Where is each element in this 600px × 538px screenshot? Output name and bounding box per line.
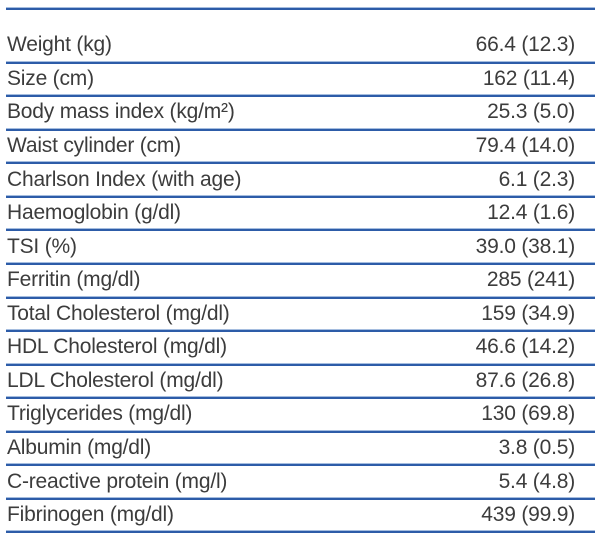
row-value: 12.4 (1.6) xyxy=(487,201,575,225)
row-value: 79.4 (14.0) xyxy=(475,133,576,157)
table-row-content: Weight (kg) 66.4 (12.3) xyxy=(6,30,595,61)
row-value: 130 (69.8) xyxy=(481,402,575,426)
table-row: TSI (%) 39.0 (38.1) xyxy=(6,231,595,265)
row-separator-rule xyxy=(6,463,595,467)
row-value: 6.1 (2.3) xyxy=(498,167,576,191)
row-value: 439 (99.9) xyxy=(481,503,575,527)
row-separator-rule xyxy=(6,429,595,433)
table-row-content: Total Cholesterol (mg/dl) 159 (34.9) xyxy=(6,299,595,330)
table-row: Haemoglobin (g/dl) 12.4 (1.6) xyxy=(6,198,595,232)
table-row-content: Ferritin (mg/dl) 285 (241) xyxy=(6,265,595,296)
row-label: Waist cylinder (cm) xyxy=(7,133,181,157)
row-separator-rule xyxy=(6,362,595,366)
row-value: 3.8 (0.5) xyxy=(498,436,576,460)
row-separator-rule xyxy=(6,127,595,131)
row-value: 46.6 (14.2) xyxy=(475,335,576,359)
table-row: HDL Cholesterol (mg/dl) 46.6 (14.2) xyxy=(6,332,595,366)
row-separator-rule xyxy=(6,228,595,232)
table-row: Albumin (mg/dl) 3.8 (0.5) xyxy=(6,433,595,467)
row-value: 66.4 (12.3) xyxy=(475,33,576,57)
row-separator-rule xyxy=(6,60,595,64)
table-row-content: LDL Cholesterol (mg/dl) 87.6 (26.8) xyxy=(6,366,595,397)
row-label: Haemoglobin (g/dl) xyxy=(7,201,181,225)
row-value: 39.0 (38.1) xyxy=(475,234,576,258)
table-row-content: Body mass index (kg/m²) 25.3 (5.0) xyxy=(6,97,595,128)
row-separator-rule xyxy=(6,530,595,534)
row-value: 159 (34.9) xyxy=(481,301,575,325)
table-row-content: TSI (%) 39.0 (38.1) xyxy=(6,231,595,262)
table-row: Triglycerides (mg/dl) 130 (69.8) xyxy=(6,399,595,433)
table-row-content: Haemoglobin (g/dl) 12.4 (1.6) xyxy=(6,198,595,229)
table-row: Ferritin (mg/dl) 285 (241) xyxy=(6,265,595,299)
row-value: 285 (241) xyxy=(486,268,575,292)
row-separator-rule xyxy=(6,94,595,98)
table-row: Charlson Index (with age) 6.1 (2.3) xyxy=(6,164,595,198)
table-row-content: C-reactive protein (mg/l) 5.4 (4.8) xyxy=(6,466,595,497)
table-row: Total Cholesterol (mg/dl) 159 (34.9) xyxy=(6,299,595,333)
row-value: 162 (11.4) xyxy=(482,66,575,90)
row-label: Size (cm) xyxy=(7,66,94,90)
table-row: LDL Cholesterol (mg/dl) 87.6 (26.8) xyxy=(6,366,595,400)
row-label: Ferritin (mg/dl) xyxy=(7,268,141,292)
row-label: Body mass index (kg/m²) xyxy=(7,100,235,124)
row-separator-rule xyxy=(6,396,595,400)
row-value: 87.6 (26.8) xyxy=(475,368,576,392)
row-label: Triglycerides (mg/dl) xyxy=(7,402,193,426)
row-label: Total Cholesterol (mg/dl) xyxy=(7,301,230,325)
table-top-rule xyxy=(6,7,595,10)
table-header-gap xyxy=(6,10,595,30)
table-row: C-reactive protein (mg/l) 5.4 (4.8) xyxy=(6,466,595,500)
row-label: C-reactive protein (mg/l) xyxy=(7,469,228,493)
paper-statistics-table: Weight (kg) 66.4 (12.3) Size (cm) 162 (1… xyxy=(6,7,595,534)
row-separator-rule xyxy=(6,161,595,165)
row-separator-rule xyxy=(6,194,595,198)
row-label: HDL Cholesterol (mg/dl) xyxy=(7,335,227,359)
table-row-content: Charlson Index (with age) 6.1 (2.3) xyxy=(6,164,595,195)
table-row: Weight (kg) 66.4 (12.3) xyxy=(6,30,595,64)
table-row-content: Triglycerides (mg/dl) 130 (69.8) xyxy=(6,399,595,430)
row-label: Charlson Index (with age) xyxy=(7,167,242,191)
row-value: 5.4 (4.8) xyxy=(498,469,576,493)
table-row-content: Size (cm) 162 (11.4) xyxy=(6,64,595,95)
table-row-content: HDL Cholesterol (mg/dl) 46.6 (14.2) xyxy=(6,332,595,363)
table-row: Waist cylinder (cm) 79.4 (14.0) xyxy=(6,131,595,165)
row-separator-rule xyxy=(6,496,595,500)
row-separator-rule xyxy=(6,261,595,265)
row-label: Weight (kg) xyxy=(7,33,112,57)
row-value: 25.3 (5.0) xyxy=(487,100,575,124)
row-label: LDL Cholesterol (mg/dl) xyxy=(7,368,224,392)
table-row-content: Albumin (mg/dl) 3.8 (0.5) xyxy=(6,433,595,464)
row-label: Albumin (mg/dl) xyxy=(7,436,152,460)
row-separator-rule xyxy=(6,295,595,299)
table-row: Fibrinogen (mg/dl) 439 (99.9) xyxy=(6,500,595,534)
table-body: Weight (kg) 66.4 (12.3) Size (cm) 162 (1… xyxy=(6,30,595,534)
table-row: Size (cm) 162 (11.4) xyxy=(6,64,595,98)
row-separator-rule xyxy=(6,329,595,333)
table-row: Body mass index (kg/m²) 25.3 (5.0) xyxy=(6,97,595,131)
table-row-content: Fibrinogen (mg/dl) 439 (99.9) xyxy=(6,500,595,531)
table-row-content: Waist cylinder (cm) 79.4 (14.0) xyxy=(6,131,595,162)
row-label: TSI (%) xyxy=(7,234,77,258)
row-label: Fibrinogen (mg/dl) xyxy=(7,503,174,527)
